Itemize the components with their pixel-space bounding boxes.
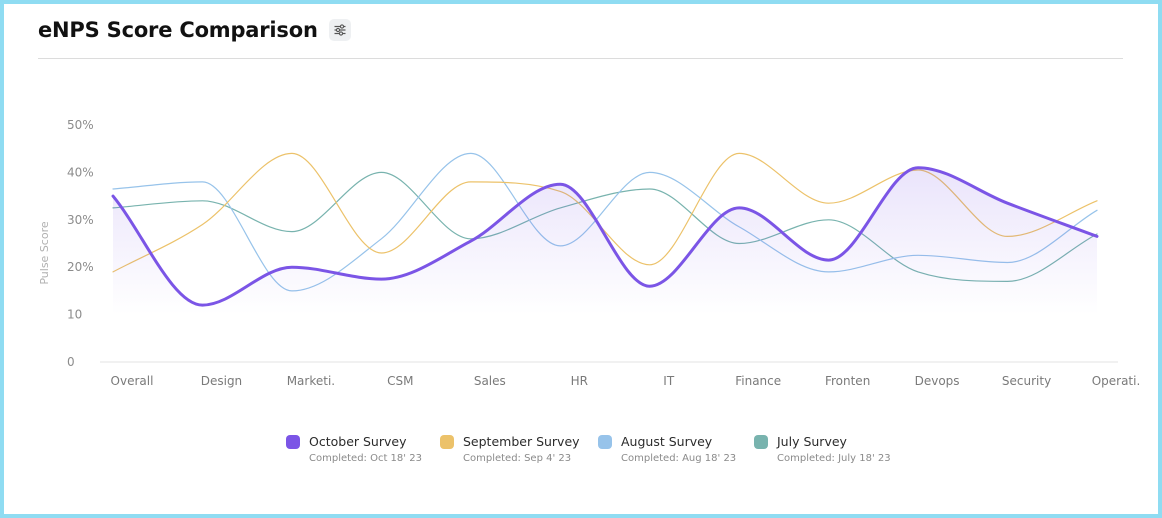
x-tick-label: Overall: [111, 374, 154, 388]
legend-item-july[interactable]: July Survey Completed: July 18' 23: [754, 434, 891, 464]
legend-completed-date: Completed: Oct 18' 23: [309, 453, 422, 464]
legend-label: October Survey: [309, 434, 407, 449]
card-header: eNPS Score Comparison: [38, 18, 351, 42]
x-tick-label: Security: [1002, 374, 1051, 388]
page-title: eNPS Score Comparison: [38, 18, 318, 42]
legend-item-october[interactable]: October Survey Completed: Oct 18' 23: [286, 434, 422, 464]
legend-label: September Survey: [463, 434, 580, 449]
chart-settings-button[interactable]: [328, 19, 351, 41]
y-axis-label: Pulse Score: [38, 221, 51, 285]
legend-swatch-july: [754, 434, 768, 449]
sliders-icon: [334, 24, 346, 36]
x-tick-label: Sales: [474, 374, 506, 388]
x-tick-label: Marketi.: [287, 374, 335, 388]
x-tick-label: Operati.: [1092, 374, 1141, 388]
enps-line-chart: Pulse Score 0 10 20% 30% 40% 50% Overall Desig…: [38, 118, 1141, 388]
legend-item-august[interactable]: August Survey Completed: Aug 18' 23: [598, 434, 736, 464]
y-tick-label: 50%: [67, 118, 94, 132]
x-tick-label: CSM: [387, 374, 413, 388]
x-tick-label: HR: [571, 374, 588, 388]
series-area-october: [113, 167, 1097, 315]
x-tick-label: IT: [663, 374, 675, 388]
x-tick-label: Fronten: [825, 374, 870, 388]
header-divider: [38, 58, 1123, 59]
legend-completed-date: Completed: Sep 4' 23: [463, 453, 572, 464]
chart-legend: October Survey Completed: Oct 18' 23 Sep…: [0, 434, 1162, 474]
y-tick-label: 40%: [67, 165, 94, 179]
x-tick-label: Design: [201, 374, 242, 388]
series-line-october[interactable]: [111, 166, 1099, 307]
legend-label: July Survey: [777, 434, 847, 449]
legend-swatch-september: [440, 434, 454, 449]
legend-completed-date: Completed: July 18' 23: [777, 453, 891, 464]
legend-swatch-august: [598, 434, 612, 449]
legend-swatch-october: [286, 434, 300, 449]
legend-completed-date: Completed: Aug 18' 23: [621, 453, 737, 464]
x-tick-label: Devops: [915, 374, 960, 388]
y-tick-label: 20%: [67, 260, 94, 274]
y-tick-label: 30%: [67, 213, 94, 227]
y-tick-label: 0: [67, 355, 75, 369]
y-tick-label: 10: [67, 308, 82, 322]
x-tick-label: Finance: [735, 374, 781, 388]
legend-item-september[interactable]: September Survey Completed: Sep 4' 23: [440, 434, 580, 464]
legend-label: August Survey: [621, 434, 713, 449]
